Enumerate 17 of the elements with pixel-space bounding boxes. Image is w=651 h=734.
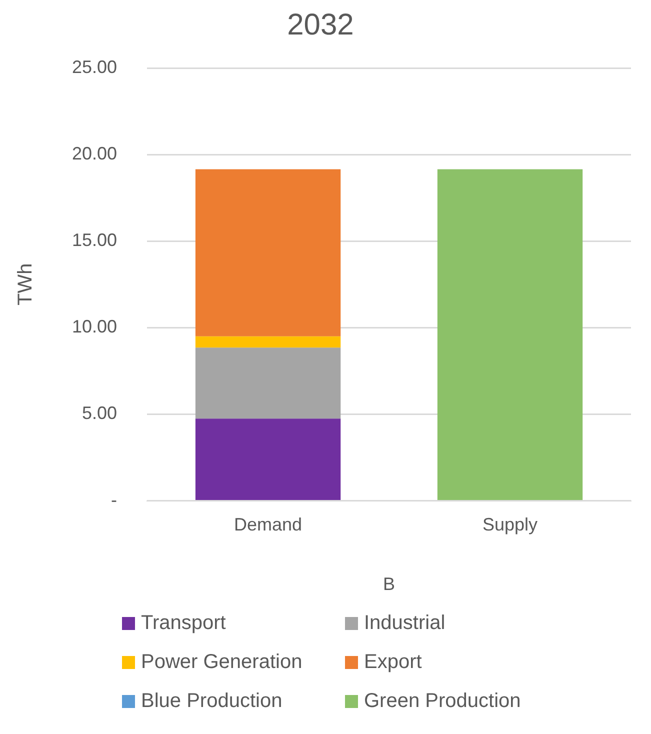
- y-tick-label: 5.00: [82, 403, 118, 424]
- y-tick-label: 15.00: [72, 230, 118, 250]
- x-axis-title: B: [383, 574, 396, 594]
- legend-label: Green Production: [364, 690, 521, 713]
- x-tick-label: Demand: [234, 514, 302, 535]
- legend-label: Export: [364, 651, 422, 674]
- legend-label: Blue Production: [141, 690, 282, 713]
- y-axis-title: TWh: [14, 263, 37, 306]
- y-tick-label: 10.00: [72, 316, 118, 337]
- y-tick-label: 25.00: [72, 56, 118, 77]
- legend-label: Power Generation: [141, 651, 302, 674]
- y-tick-label: -: [111, 490, 118, 510]
- legend-label: Industrial: [364, 612, 446, 635]
- chart-title: 2032: [287, 8, 354, 42]
- y-tick-label: 20.00: [72, 144, 118, 164]
- x-tick-label: Supply: [482, 514, 538, 535]
- legend-label: Transport: [141, 612, 226, 635]
